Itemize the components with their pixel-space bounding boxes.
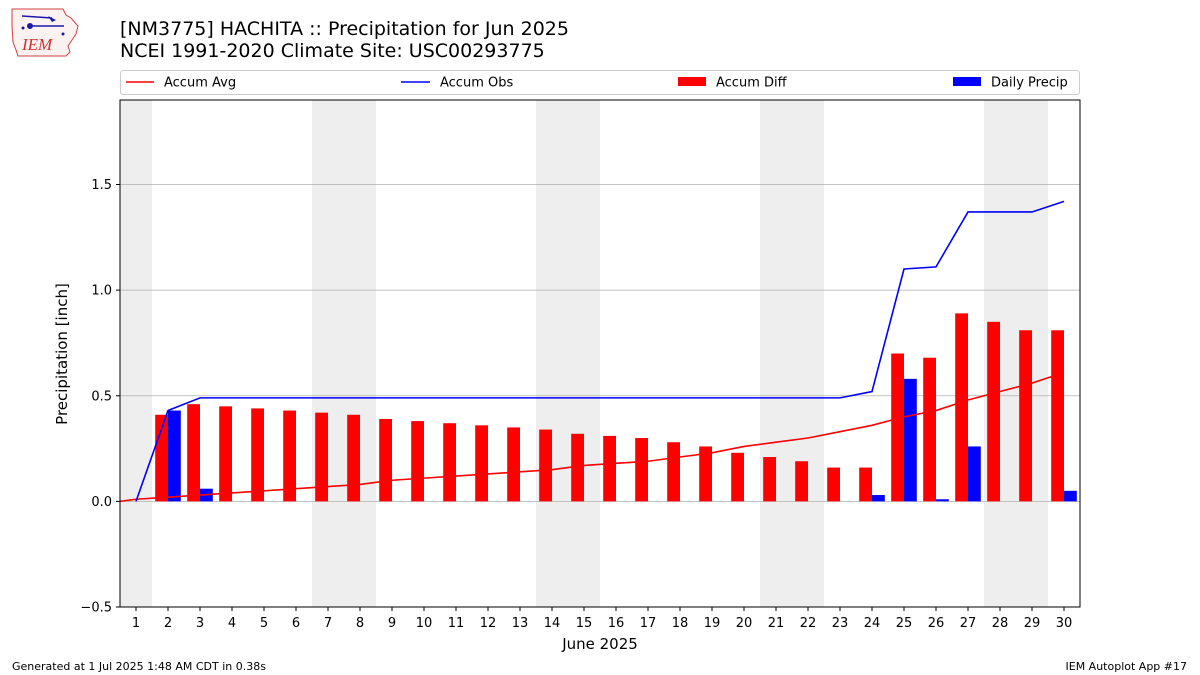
x-tick-label: 25 xyxy=(896,616,913,631)
x-tick-label: 22 xyxy=(800,616,817,631)
x-tick-label: 29 xyxy=(1024,616,1041,631)
accum-diff-bar xyxy=(731,452,744,502)
legend-swatch-accum-diff xyxy=(678,77,706,86)
legend-label-accum-diff: Accum Diff xyxy=(716,76,788,91)
y-tick-label: −0.5 xyxy=(80,601,112,616)
legend-label-daily-precip: Daily Precip xyxy=(991,76,1068,91)
accum-diff-bar xyxy=(603,435,616,502)
y-axis-label: Precipitation [inch] xyxy=(53,283,71,425)
iem-logo: IEM xyxy=(11,8,79,57)
x-tick-label: 27 xyxy=(960,616,977,631)
accum-diff-bar xyxy=(187,404,200,502)
weekend-shade xyxy=(536,100,568,607)
accum-avg-line xyxy=(119,371,1065,503)
accum-diff-bar xyxy=(475,425,488,502)
y-tick-label: 1.0 xyxy=(91,284,112,299)
accum-diff-bar xyxy=(411,421,424,502)
chart-subtitle: NCEI 1991-2020 Climate Site: USC00293775 xyxy=(120,40,545,62)
y-tick-label: 1.5 xyxy=(91,178,112,193)
plot-frame xyxy=(119,99,1081,608)
accum-diff-bar xyxy=(923,357,936,502)
x-tick-label: 12 xyxy=(480,616,497,631)
x-tick-label: 5 xyxy=(260,616,268,631)
x-tick-label: 18 xyxy=(672,616,689,631)
legend-label-accum-obs: Accum Obs xyxy=(440,76,513,91)
accum-diff-bar xyxy=(795,461,808,502)
x-tick-label: 26 xyxy=(928,616,945,631)
accum-diff-bar xyxy=(315,412,328,502)
legend: Accum Avg Accum Obs Accum Diff Daily Pre… xyxy=(120,70,1080,95)
accum-diff-bar xyxy=(379,418,392,502)
x-tick-label: 23 xyxy=(832,616,849,631)
accum-diff-bar xyxy=(667,442,680,502)
weekend-shade xyxy=(792,100,824,607)
x-tick-label: 4 xyxy=(228,616,236,631)
x-tick-label: 16 xyxy=(608,616,625,631)
x-tick-label: 24 xyxy=(864,616,881,631)
accum-diff-bar xyxy=(891,353,904,502)
weekend-shade xyxy=(760,100,792,607)
weekend-shade xyxy=(120,100,152,607)
x-tick-label: 6 xyxy=(292,616,300,631)
x-tick-label: 9 xyxy=(388,616,396,631)
x-tick-label: 30 xyxy=(1056,616,1073,631)
logo-text: IEM xyxy=(21,35,53,54)
weekend-shade xyxy=(568,100,600,607)
x-tick-label: 2 xyxy=(164,616,172,631)
accum-diff-bar xyxy=(571,433,584,502)
x-tick-label: 1 xyxy=(132,616,140,631)
x-tick-label: 11 xyxy=(448,616,465,631)
accum-diff-bar xyxy=(1019,330,1032,502)
y-tick-label: 0.0 xyxy=(91,495,112,510)
accum-diff-bar xyxy=(859,467,872,502)
daily-precip-bar xyxy=(168,410,181,502)
daily-precip-bar xyxy=(936,499,949,502)
y-tick-label: 0.5 xyxy=(91,389,112,404)
x-tick-label: 28 xyxy=(992,616,1009,631)
daily-precip-bar xyxy=(904,378,917,502)
x-tick-label: 3 xyxy=(196,616,204,631)
x-tick-label: 14 xyxy=(544,616,561,631)
accum-diff-bar xyxy=(251,408,264,502)
legend-box xyxy=(120,70,1080,95)
legend-swatch-daily-precip xyxy=(953,77,981,86)
daily-precip-bar xyxy=(872,495,885,502)
footer-generated: Generated at 1 Jul 2025 1:48 AM CDT in 0… xyxy=(12,660,266,673)
accum-diff-bar xyxy=(955,313,968,502)
accum-diff-bar xyxy=(699,446,712,502)
chart-title: [NM3775] HACHITA :: Precipitation for Ju… xyxy=(120,18,569,40)
x-tick-label: 21 xyxy=(768,616,785,631)
accum-diff-bar xyxy=(283,410,296,502)
x-tick-label: 7 xyxy=(324,616,332,631)
accum-diff-bar xyxy=(1051,330,1064,502)
daily-precip-bar xyxy=(1064,490,1077,502)
x-tick-label: 10 xyxy=(416,616,433,631)
daily-precip-bar xyxy=(968,446,981,502)
weekend-shade xyxy=(312,100,344,607)
accum-diff-bar xyxy=(443,423,456,502)
accum-diff-bar xyxy=(347,414,360,502)
accum-diff-bar xyxy=(219,406,232,502)
x-tick-label: 17 xyxy=(640,616,657,631)
accum-diff-bar xyxy=(539,429,552,502)
accum-diff-bar xyxy=(763,457,776,502)
x-tick-label: 19 xyxy=(704,616,721,631)
footer-app: IEM Autoplot App #17 xyxy=(1065,660,1188,673)
accum-diff-bar xyxy=(635,438,648,502)
x-tick-label: 20 xyxy=(736,616,753,631)
accum-diff-bar xyxy=(987,321,1000,502)
accum-diff-bar xyxy=(507,427,520,502)
weekend-shade xyxy=(344,100,376,607)
legend-label-accum-avg: Accum Avg xyxy=(164,76,236,91)
x-tick-label: 13 xyxy=(512,616,529,631)
accum-obs-line xyxy=(135,200,1065,502)
x-tick-label: 15 xyxy=(576,616,593,631)
x-axis-label: June 2025 xyxy=(561,635,638,653)
x-tick-label: 8 xyxy=(356,616,364,631)
accum-diff-bar xyxy=(827,467,840,502)
